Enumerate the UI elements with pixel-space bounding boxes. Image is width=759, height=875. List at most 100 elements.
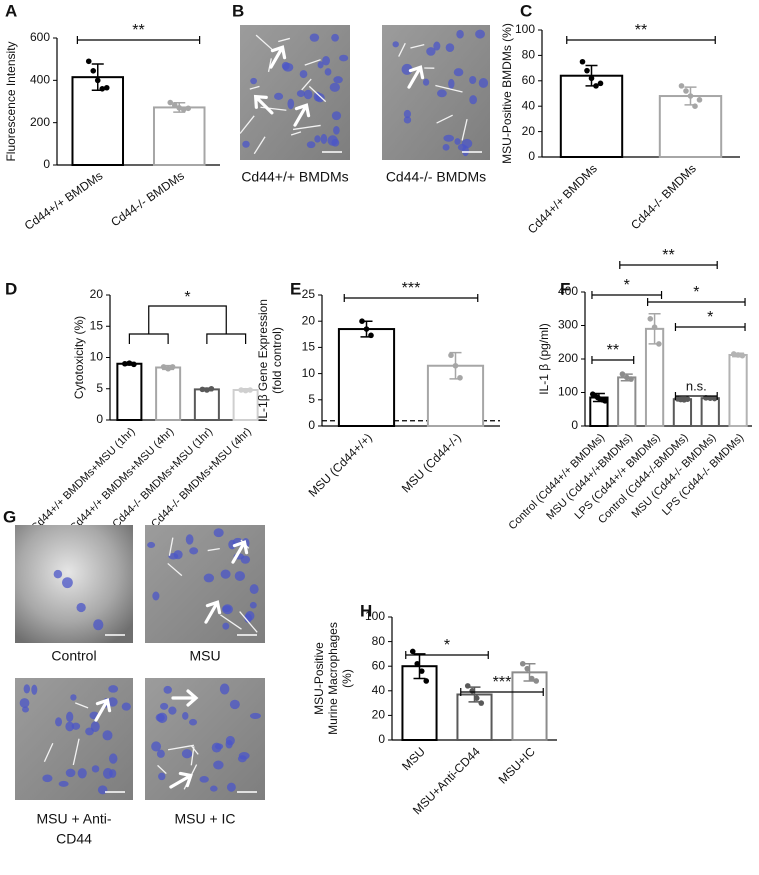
significance-bracket	[128, 305, 247, 344]
arrow	[269, 45, 287, 69]
arrow	[231, 540, 249, 564]
cell	[329, 82, 340, 92]
cell	[303, 89, 313, 100]
cell	[222, 605, 232, 613]
x-tick-label: Cd44-/- BMDMs	[628, 161, 699, 232]
data-point	[363, 326, 370, 332]
data-point	[160, 364, 167, 370]
x-tick-label: MSU (Cd44+/+)	[306, 430, 375, 499]
cell	[102, 730, 113, 741]
cell	[22, 706, 29, 713]
cell	[168, 706, 177, 715]
cell	[462, 145, 469, 157]
cell	[160, 702, 169, 710]
cell	[121, 702, 131, 711]
significance-label: **	[607, 342, 619, 359]
panel-label: E	[290, 279, 301, 298]
data-point	[199, 386, 206, 393]
data-point	[584, 67, 590, 74]
data-point	[167, 99, 174, 106]
crystal	[436, 114, 453, 124]
data-point	[122, 360, 128, 367]
y-tick-label: 200	[558, 351, 578, 365]
cell	[281, 61, 290, 70]
cell	[445, 43, 455, 53]
data-point	[735, 352, 741, 358]
cell	[173, 550, 183, 560]
cell	[91, 765, 100, 773]
cell	[163, 685, 172, 694]
crystal	[220, 614, 242, 630]
cell	[234, 571, 246, 582]
crystal	[398, 42, 406, 57]
cell	[42, 774, 53, 783]
y-axis-label: Fluorescence Intensity	[4, 41, 18, 161]
cell	[85, 727, 94, 736]
data-point	[85, 58, 92, 65]
data-point	[678, 83, 685, 89]
data-point	[656, 341, 662, 347]
y-tick-label: 0	[43, 157, 50, 171]
significance-bracket	[76, 36, 201, 44]
crystal	[290, 131, 302, 136]
data-point	[247, 387, 253, 393]
data-point	[423, 678, 430, 684]
y-axis-label: Murine Macrophages	[326, 622, 340, 735]
cell	[296, 90, 305, 98]
crystal	[255, 34, 273, 50]
image-caption: MSU + IC	[174, 811, 235, 827]
error-bar	[413, 653, 426, 680]
x-tick-label: Cd44+/+ BMDMs	[22, 169, 105, 233]
bar	[232, 389, 259, 421]
y-tick-label: 100	[515, 22, 535, 36]
arrow	[94, 698, 112, 722]
crystal	[292, 124, 321, 131]
cell	[219, 683, 230, 695]
y-tick-label: 20	[90, 287, 104, 301]
cell	[147, 541, 156, 549]
y-tick-label: 0	[571, 418, 578, 432]
bar	[426, 364, 485, 427]
significance-bracket	[674, 323, 746, 331]
data-point	[473, 695, 480, 701]
crystal	[72, 738, 80, 766]
y-tick-label: 80	[372, 634, 386, 648]
cell	[76, 602, 86, 613]
cell	[306, 141, 316, 149]
panel-label: H	[360, 601, 372, 620]
cell	[469, 95, 478, 105]
cell	[70, 694, 77, 701]
cell	[333, 126, 340, 135]
arrow	[253, 94, 274, 115]
y-tick-label: 20	[302, 313, 316, 327]
cell	[71, 722, 81, 730]
cell	[189, 547, 199, 555]
arrow	[204, 600, 222, 624]
data-point	[103, 84, 110, 91]
cell	[229, 699, 240, 710]
cell	[55, 717, 63, 727]
cell	[213, 528, 224, 538]
crystal	[278, 37, 291, 43]
bar	[511, 671, 548, 741]
significance-label: **	[635, 22, 647, 39]
data-point	[464, 683, 471, 689]
data-point	[739, 352, 746, 359]
significance-bracket	[674, 392, 718, 400]
crystal	[267, 58, 272, 73]
y-tick-label: 60	[372, 658, 386, 672]
crystal	[157, 764, 167, 775]
cell	[109, 769, 117, 778]
significance-label: *	[444, 637, 450, 654]
bar	[672, 398, 693, 428]
data-point	[457, 374, 463, 381]
cell	[158, 772, 166, 781]
data-point	[94, 77, 101, 84]
cell	[426, 47, 436, 56]
cell	[331, 111, 342, 121]
cell	[97, 785, 108, 795]
cell	[309, 33, 320, 42]
crystal	[304, 59, 321, 66]
crystal	[461, 118, 468, 141]
